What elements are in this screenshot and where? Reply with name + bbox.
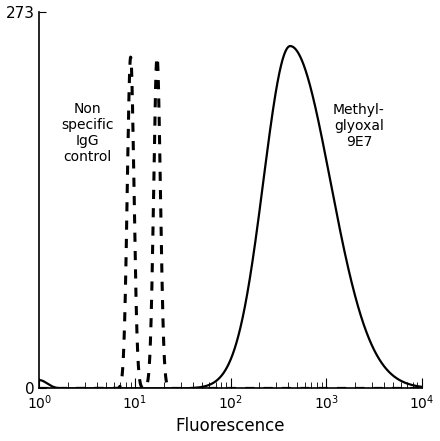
Text: Methyl-
glyoxal
9E7: Methyl- glyoxal 9E7 — [333, 103, 385, 149]
X-axis label: Fluorescence: Fluorescence — [176, 418, 286, 435]
Text: Non
specific
IgG
control: Non specific IgG control — [62, 102, 114, 164]
